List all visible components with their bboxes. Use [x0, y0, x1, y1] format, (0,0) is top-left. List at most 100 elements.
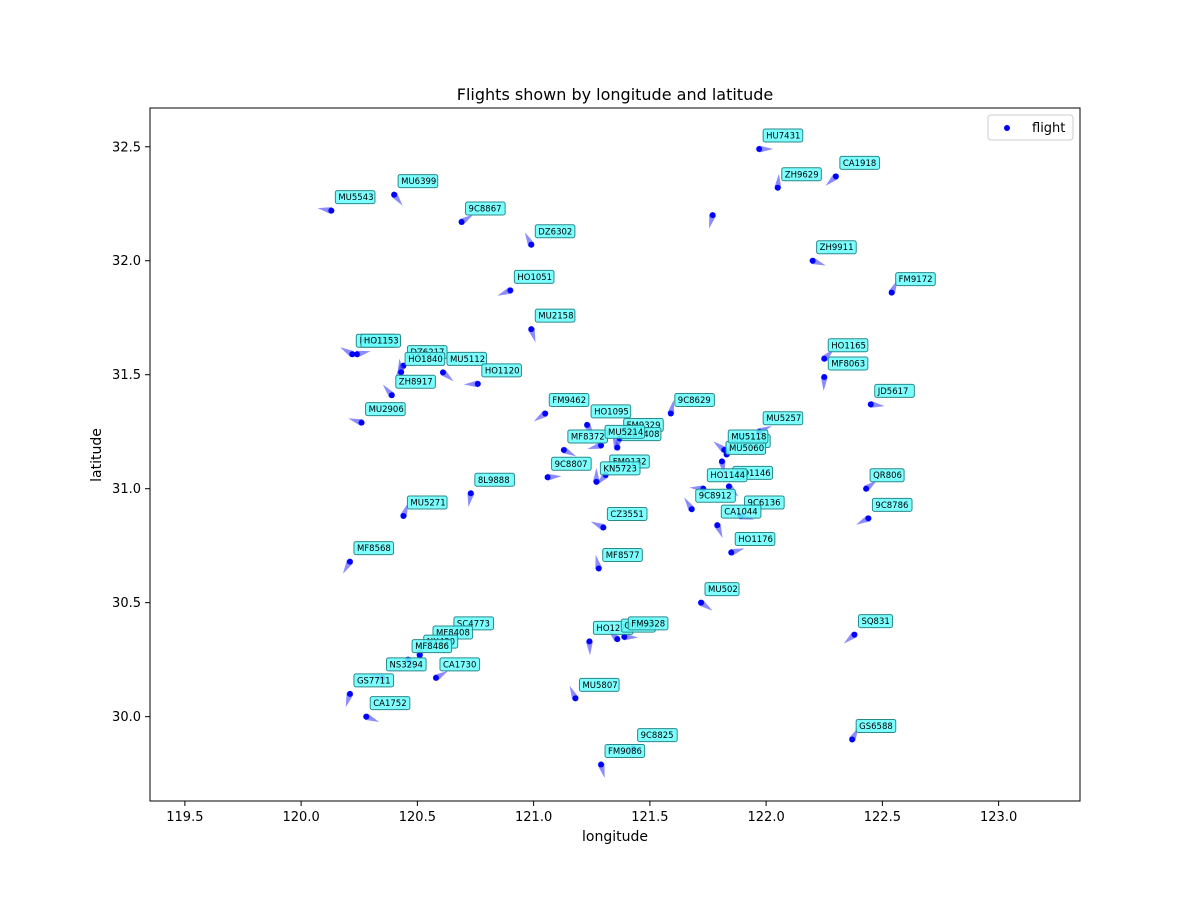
flight-labels: HU7431 CA1918 ZH9629 MU6399 MU5543 9C8867 DZ63…	[334, 128, 936, 759]
flight-label-box	[551, 456, 592, 471]
flight-label-box	[627, 616, 669, 631]
flight-label: 9C8867	[465, 201, 506, 216]
flight-point	[353, 351, 360, 358]
flight-label: 9C8629	[674, 392, 715, 407]
flight-label-box	[857, 614, 893, 629]
flight-label: 9C8786	[871, 497, 913, 512]
flight-label-box	[534, 308, 576, 323]
flight-heading-arrow	[774, 173, 782, 189]
flight-label: GS7711	[353, 673, 395, 688]
flight-label: HO1051	[513, 269, 555, 284]
flight-label-text: MU5543	[338, 193, 373, 203]
flight-point	[598, 442, 605, 449]
flight-point	[849, 736, 856, 743]
flight-point	[528, 326, 535, 333]
flight-label-text: MU5214	[608, 428, 643, 438]
flight-point	[614, 636, 621, 643]
flight-label-box	[637, 728, 678, 743]
flight-label: CA1044	[720, 504, 762, 519]
flight-label-box	[481, 363, 522, 378]
flight-point	[728, 549, 735, 556]
flight-label: MU5214	[604, 424, 646, 439]
flight-label-text: MU6399	[401, 177, 436, 187]
flight-label-box	[762, 128, 804, 143]
flight-label: ZH9629	[781, 167, 822, 182]
flight-point	[398, 369, 405, 376]
flight-label: KN5723	[599, 461, 641, 476]
flight-label: NS3294	[386, 657, 427, 672]
flight-label-box	[599, 461, 641, 476]
flight-heading-arrow	[317, 207, 332, 215]
flight-point	[821, 355, 828, 362]
flight-label: HO1840	[404, 351, 446, 366]
x-tick-label: 123.0	[980, 810, 1017, 825]
flight-label-text: 9C8867	[469, 204, 502, 214]
flight-label-box	[353, 541, 395, 556]
flight-heading-arrow	[597, 763, 605, 779]
y-tick-label: 32.0	[112, 254, 141, 269]
flight-label-box	[704, 582, 740, 597]
flight-label-text: MU2906	[369, 405, 404, 415]
flight-heading-arrow	[595, 554, 603, 570]
flight-label: MU5112	[446, 351, 488, 366]
legend-entry-flight: flight	[1032, 121, 1065, 136]
flight-label-text: QR806	[873, 471, 902, 481]
y-tick-label: 30.5	[112, 596, 141, 611]
flight-label-text: CA1044	[724, 508, 757, 518]
flight-label-box	[839, 155, 880, 170]
flight-point	[863, 485, 870, 492]
flight-label: CA1918	[839, 155, 880, 170]
flight-label-box	[827, 338, 869, 353]
flight-label: HO1144	[706, 468, 748, 483]
flight-label-text: MU502	[708, 585, 738, 595]
flight-label-text: MU2158	[538, 312, 573, 322]
flight-label-text: ZH9911	[820, 243, 854, 253]
flight-label: MU2158	[534, 308, 576, 323]
flight-label-text: CA1918	[843, 159, 876, 169]
flight-point	[544, 474, 551, 481]
flight-label-text: KN5723	[603, 464, 637, 474]
y-axis: 30.0 30.5 31.0 31.5 32.0 32.5	[112, 140, 150, 725]
flight-label-text: CA1730	[443, 660, 476, 670]
flight-point	[528, 241, 535, 248]
flight-label-box	[406, 495, 448, 510]
flight-label-text: FM9462	[552, 396, 586, 406]
flight-heading-arrow	[592, 467, 600, 482]
flight-point	[584, 421, 591, 428]
flight-label-text: MU5112	[450, 355, 485, 365]
flight-label-text: MU5807	[582, 681, 617, 691]
flight-point	[542, 410, 549, 417]
flight-label-box	[781, 167, 822, 182]
flight-label-box	[369, 696, 411, 711]
flight-label: CA1730	[439, 657, 481, 672]
flight-point	[474, 380, 481, 387]
flight-label-text: FM9086	[608, 747, 642, 757]
flight-point	[358, 419, 365, 426]
flight-label: HO1176	[734, 532, 776, 547]
flight-label-text: HO1277	[596, 624, 631, 634]
flight-label-text: HU7431	[766, 132, 800, 142]
y-tick-label: 30.0	[112, 710, 141, 725]
flight-label: CZ3551	[606, 506, 648, 521]
flight-label: ZH8917	[395, 374, 436, 389]
flight-heading-arrow	[667, 399, 675, 415]
flight-label: CA1752	[369, 696, 411, 711]
flight-label-text: MF8408	[436, 628, 470, 638]
flight-heading-arrow	[587, 442, 602, 450]
flight-label-box	[871, 497, 913, 512]
flight-label-box	[816, 240, 857, 255]
flight-label: MU5271	[406, 495, 448, 510]
flight-label-text: NS3294	[390, 660, 423, 670]
flight-point	[832, 173, 839, 180]
flight-label-box	[395, 374, 436, 389]
flight-label-box	[534, 224, 576, 239]
flight-label-text: GS6588	[859, 722, 893, 732]
flight-point	[714, 522, 721, 529]
flight-label-box	[874, 383, 915, 398]
flight-label-text: MU5060	[729, 444, 764, 454]
flight-point	[725, 483, 732, 490]
flight-label-text: MU5257	[766, 414, 801, 424]
flight-label-box	[706, 468, 748, 483]
flight-label: MU5257	[762, 411, 804, 426]
flight-label-text: MF8577	[606, 551, 640, 561]
